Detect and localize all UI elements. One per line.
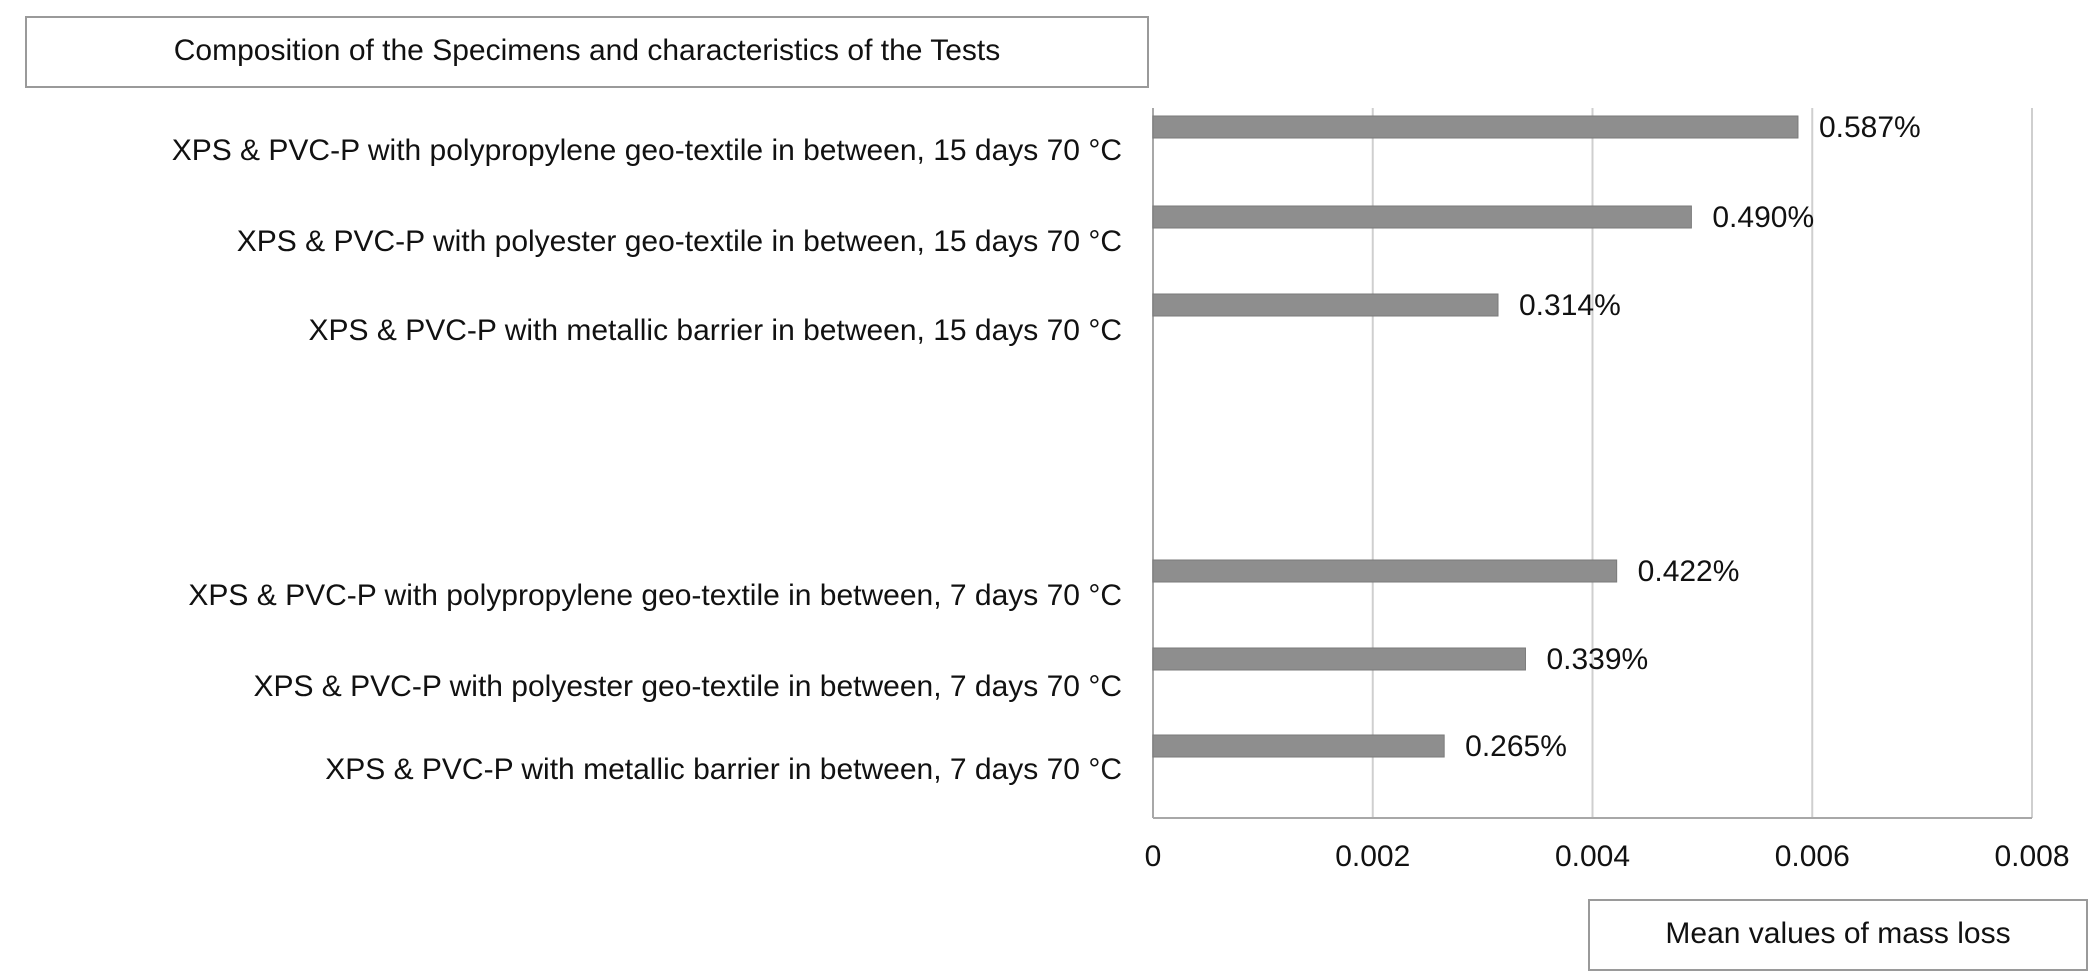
x-tick-label: 0 <box>1145 840 1162 873</box>
category-label: XPS & PVC-P with polyester geo-textile i… <box>237 225 1122 258</box>
x-tick-label: 0.002 <box>1335 840 1410 873</box>
data-label: 0.587% <box>1819 111 1921 144</box>
bar <box>1152 205 1692 229</box>
category-label: XPS & PVC-P with metallic barrier in bet… <box>309 314 1122 347</box>
bars <box>1152 115 1799 758</box>
bar <box>1152 647 1526 671</box>
chart-title: Composition of the Specimens and charact… <box>174 34 1001 67</box>
chart-title-box: Composition of the Specimens and charact… <box>25 16 1149 88</box>
x-axis-label: Mean values of mass loss <box>1665 917 2010 950</box>
axes: 0 0.002 0.004 0.006 0.008 <box>1145 108 2070 873</box>
category-label: XPS & PVC-P with polypropylene geo-texti… <box>188 579 1122 612</box>
x-tick-label: 0.006 <box>1775 840 1850 873</box>
x-axis-label-box: Mean values of mass loss <box>1588 899 2088 971</box>
data-label: 0.339% <box>1546 643 1648 676</box>
bar <box>1152 559 1618 583</box>
category-label: XPS & PVC-P with polyester geo-textile i… <box>253 670 1122 703</box>
category-label: XPS & PVC-P with polypropylene geo-texti… <box>172 134 1122 167</box>
data-label: 0.490% <box>1712 201 1814 234</box>
bar <box>1152 115 1799 139</box>
data-label: 0.314% <box>1519 289 1621 322</box>
x-axis-label-frame <box>1588 899 2088 971</box>
x-tick-label: 0.004 <box>1555 840 1630 873</box>
x-tick-label: 0.008 <box>1994 840 2069 873</box>
category-label: XPS & PVC-P with metallic barrier in bet… <box>325 753 1122 786</box>
labels: 0.587% XPS & PVC-P with polypropylene geo… <box>172 111 1921 786</box>
chart-title-frame <box>25 16 1149 88</box>
bar <box>1152 734 1445 758</box>
data-label: 0.422% <box>1638 555 1740 588</box>
bar <box>1152 293 1499 317</box>
data-label: 0.265% <box>1465 730 1567 763</box>
